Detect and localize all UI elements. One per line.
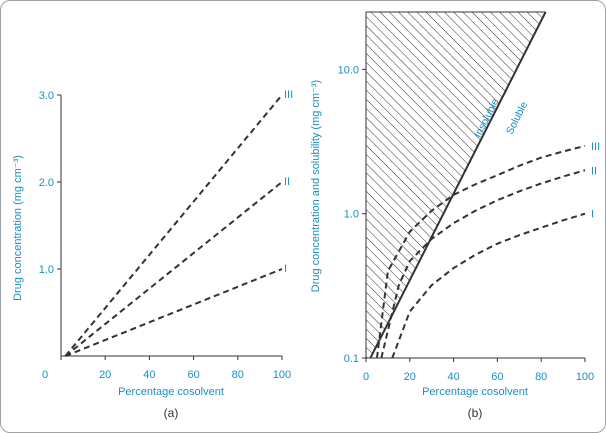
panel-b-y-tick-label: 1.0	[344, 209, 359, 221]
panel-b-series-solubility	[369, 12, 547, 358]
panel-a-y-tick-label: 1.0	[39, 264, 54, 276]
panel-b-x-tick-label: 100	[576, 371, 594, 383]
panel-b-series-ii	[380, 169, 585, 358]
panel-b-y-tick-label: 10.0	[338, 64, 359, 76]
panel-a-x-tick-label: 40	[143, 369, 155, 381]
panel-b-x-tick-label: 60	[491, 371, 503, 383]
panel-a-x-tick-label: 80	[232, 369, 244, 381]
panel-a-x-tick-label: 0	[42, 369, 48, 381]
panel-b-y-tick-label: 0.1	[344, 353, 359, 365]
panel-a-series-label-iii: III	[284, 89, 293, 101]
panel-b-y-title: Drug concentration and solubility (mg cm…	[310, 80, 322, 292]
panel-a-series-iii	[64, 94, 283, 357]
panel-b-x-tick-label: 20	[404, 371, 416, 383]
panel-a-series-label-ii: II	[284, 176, 290, 188]
panel-a-series-i	[65, 268, 283, 357]
panel-a-series-label-i: I	[284, 263, 287, 275]
panel-b-x-tick-label: 40	[447, 371, 459, 383]
panel-a-series-ii	[64, 181, 283, 357]
panel-a-x-tick-label: 60	[187, 369, 199, 381]
panel-a-x-tick-label: 20	[99, 369, 111, 381]
panel-b-series-label-i: I	[591, 209, 594, 221]
panel-b-series-iii	[375, 144, 585, 358]
panel-b-caption: (b)	[468, 406, 483, 420]
panel-a-x-title: Percentage cosolvent	[118, 386, 224, 398]
panel-a-caption: (a)	[164, 406, 179, 420]
panel-b-series-i	[391, 212, 585, 358]
soluble-region-label: Soluble	[504, 100, 531, 137]
panel-a-y-tick-label: 2.0	[39, 177, 54, 189]
panel-a-x-tick-label: 100	[273, 369, 291, 381]
panel-b-series-label-ii: II	[591, 165, 597, 177]
panel-a-y-tick-label: 3.0	[39, 90, 54, 102]
panel-b-x-tick-label: 0	[363, 371, 369, 383]
panel-b-series-label-iii: III	[591, 141, 600, 153]
panel-b-x-tick-label: 80	[535, 371, 547, 383]
panel-a-y-title: Drug concentration (mg cm⁻³)	[12, 155, 24, 301]
panel-b-x-title: Percentage cosolvent	[422, 386, 528, 398]
